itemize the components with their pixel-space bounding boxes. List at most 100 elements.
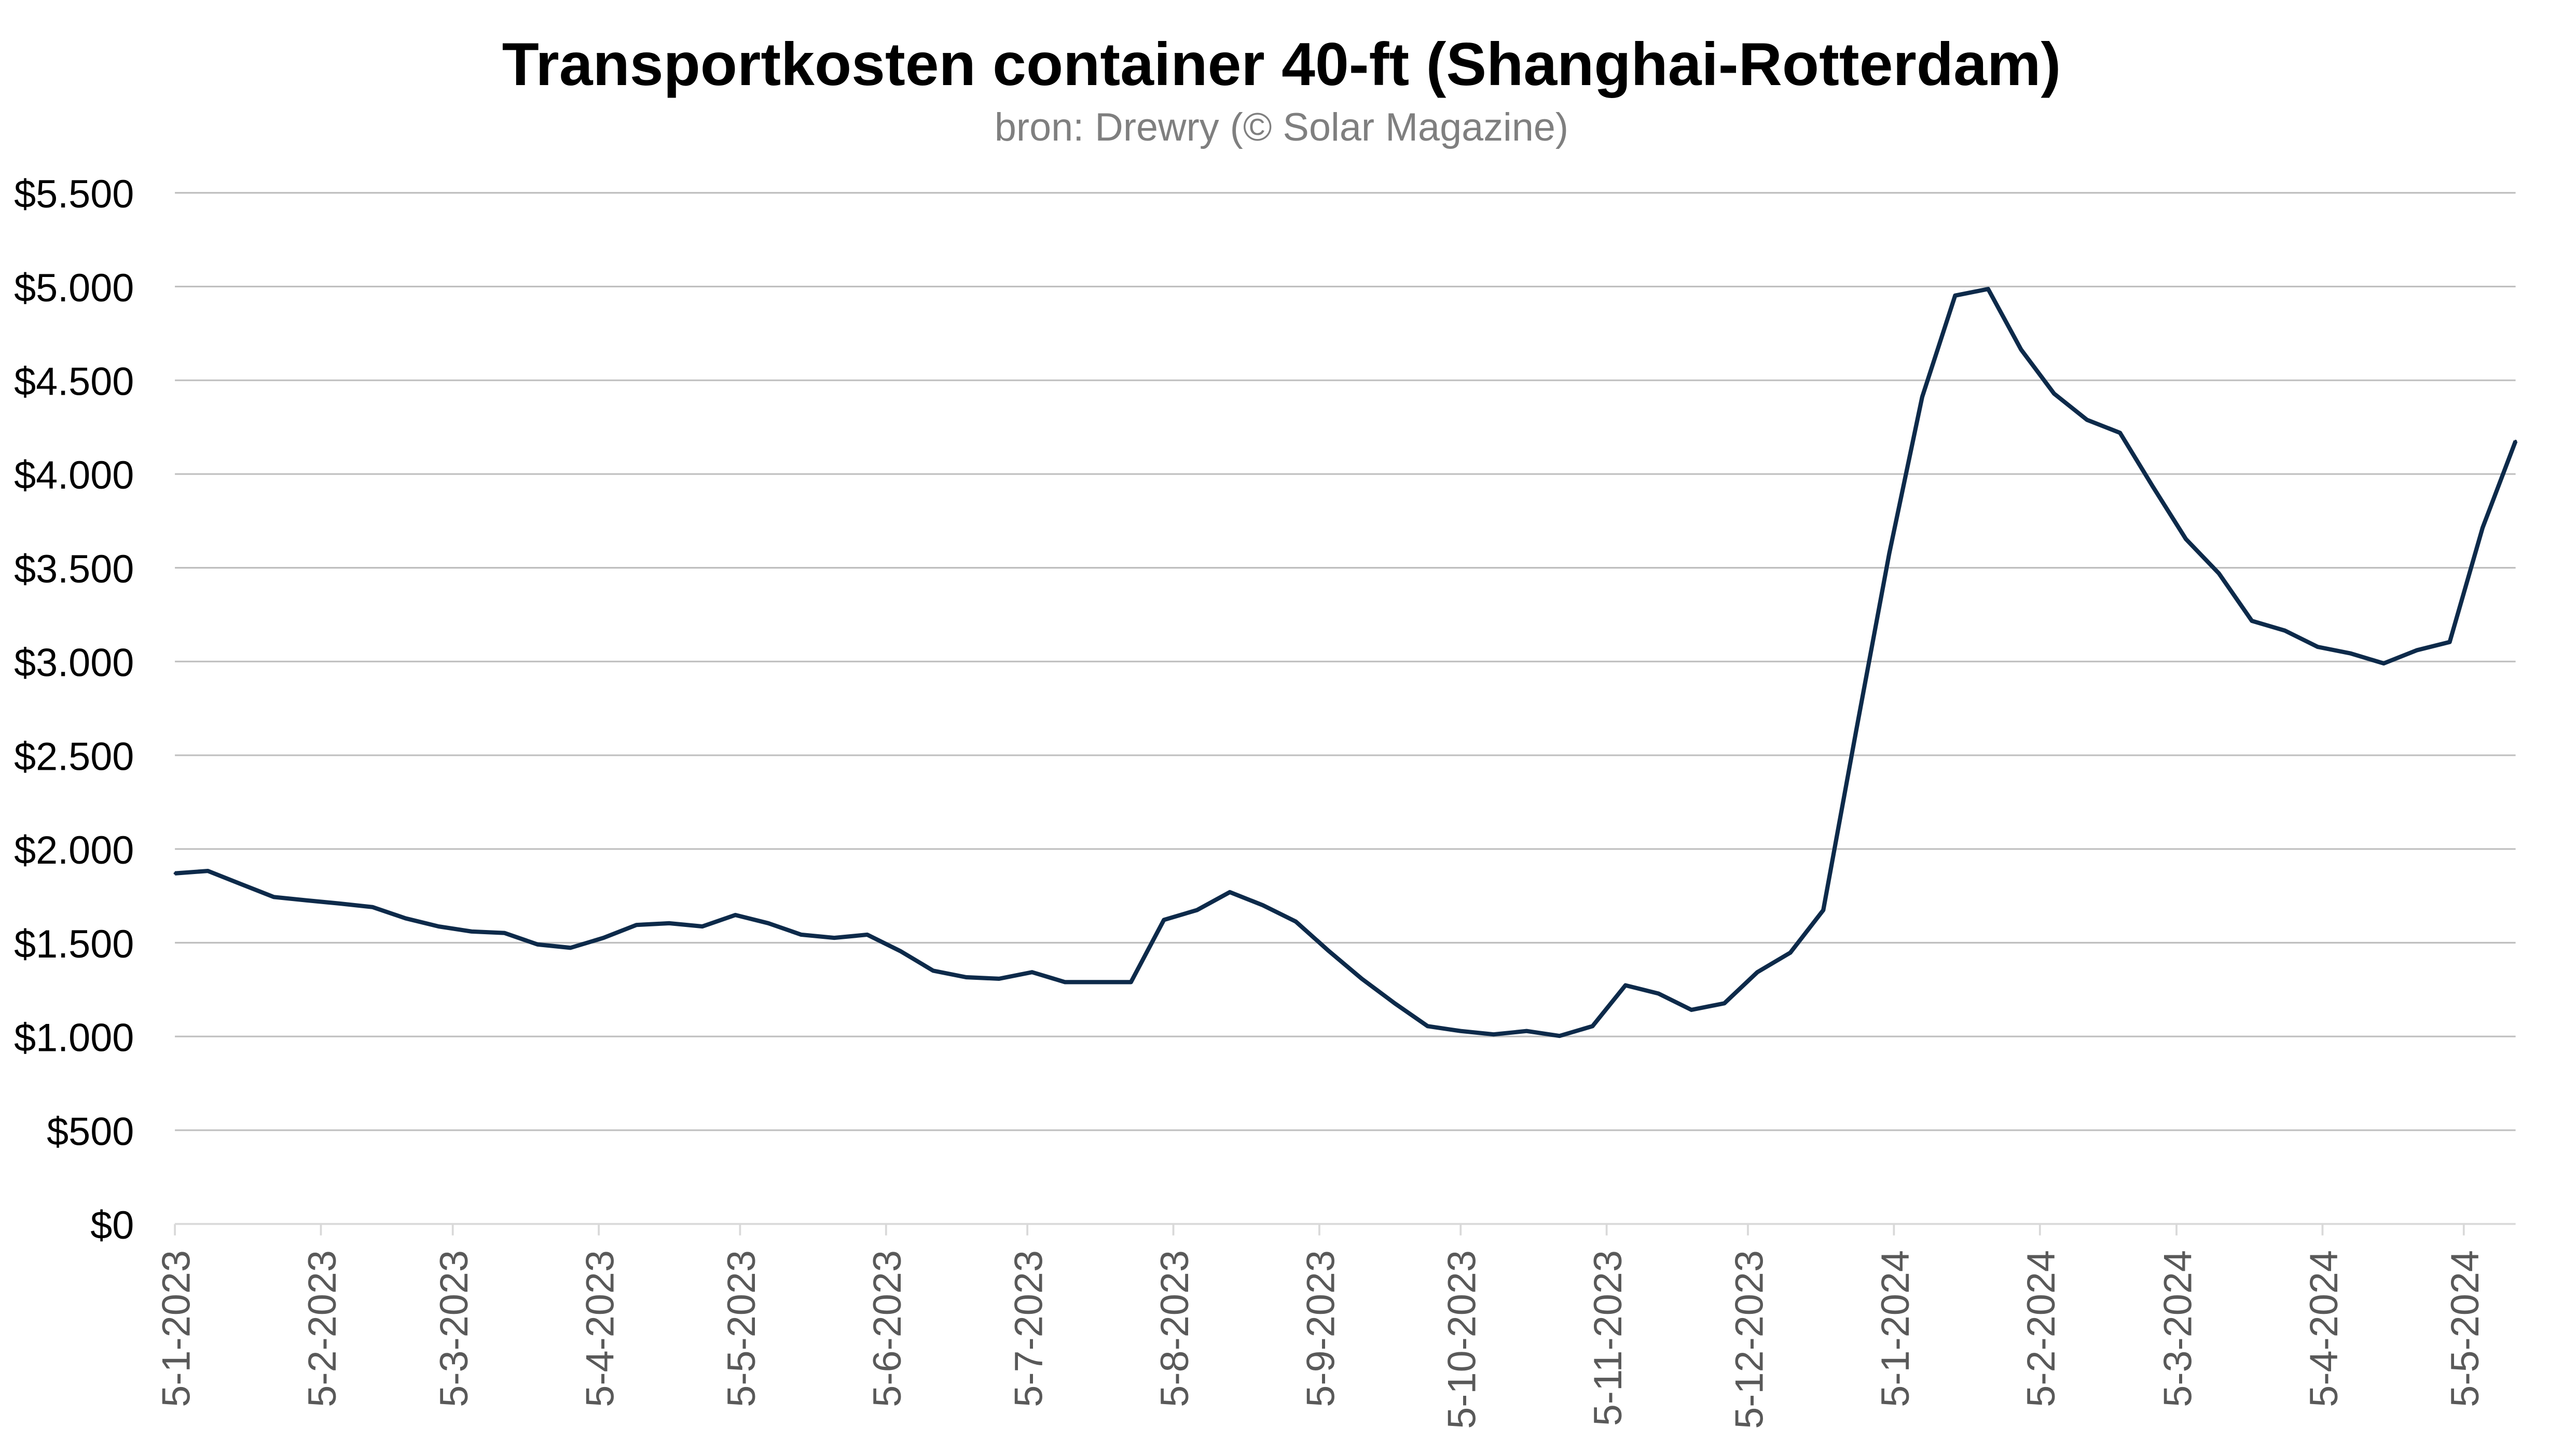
data-point: [668, 922, 671, 925]
y-tick-label: $2.500: [14, 735, 134, 779]
data-point: [1064, 980, 1067, 983]
series: [173, 287, 2518, 1038]
y-axis: $0 $500 $1.000 $1.500 $2.000 $2.500 $3.000 $3.5…: [14, 173, 134, 1247]
data-point: [437, 925, 440, 928]
data-point: [932, 969, 935, 972]
data-point: [404, 917, 407, 920]
chart-title: Transportkosten container 40-ft (Shangha…: [502, 30, 2061, 98]
data-point: [1228, 891, 1231, 894]
data-point: [1393, 1002, 1396, 1005]
data-point: [1360, 977, 1363, 980]
data-point: [1789, 951, 1792, 954]
data-point: [1657, 992, 1660, 995]
data-point: [2415, 649, 2418, 652]
x-tick-label: 5-2-2023: [301, 1250, 345, 1407]
data-point: [1953, 294, 1956, 297]
data-point: [1261, 904, 1264, 907]
y-tick-label: $5.000: [14, 267, 134, 310]
data-point: [2316, 645, 2319, 648]
x-tick-label: 5-5-2024: [2444, 1250, 2487, 1407]
x-tick-label: 5-10-2023: [1441, 1250, 1484, 1429]
data-point: [2052, 392, 2056, 395]
data-point: [833, 936, 836, 939]
x-tick-label: 5-3-2024: [2156, 1250, 2200, 1407]
data-point: [2514, 439, 2517, 442]
data-point: [305, 899, 308, 902]
data-point: [173, 872, 176, 875]
x-tick-label: 5-8-2023: [1153, 1250, 1197, 1407]
data-point: [800, 933, 803, 936]
data-point: [1195, 909, 1198, 912]
data-point: [1294, 920, 1298, 923]
data-point: [1723, 1002, 1726, 1005]
data-point: [1492, 1033, 1495, 1036]
data-point: [536, 943, 539, 946]
data-point: [899, 949, 902, 952]
data-point: [338, 902, 341, 905]
data-point: [2118, 431, 2121, 434]
series-line: [174, 287, 2518, 1038]
data-point: [1030, 970, 1034, 974]
x-tick-label: 5-12-2023: [1728, 1250, 1771, 1429]
data-point: [1756, 970, 1759, 974]
data-point: [569, 946, 572, 949]
data-point: [1887, 552, 1891, 556]
data-point: [1426, 1024, 1429, 1028]
y-tick-label: $0: [90, 1204, 134, 1247]
x-tick-label: 5-2-2024: [2020, 1250, 2063, 1407]
data-point: [2086, 418, 2089, 421]
data-point: [1558, 1034, 1561, 1037]
data-point: [2184, 537, 2187, 540]
data-point: [1525, 1030, 1528, 1033]
x-tick-label: 5-11-2023: [1587, 1250, 1630, 1426]
data-point: [470, 930, 473, 933]
y-tick-label: $4.500: [14, 360, 134, 404]
x-tick-label: 5-5-2023: [720, 1250, 764, 1407]
data-point: [1162, 918, 1165, 921]
x-tick-label: 5-1-2024: [1874, 1250, 1918, 1407]
data-point: [701, 925, 704, 928]
data-point: [371, 906, 374, 909]
y-tick-label: $2.000: [14, 829, 134, 872]
data-point: [734, 913, 737, 917]
data-point: [635, 923, 638, 926]
x-tick-label: 5-3-2023: [433, 1250, 476, 1407]
data-point: [2382, 662, 2385, 665]
data-point: [2152, 485, 2155, 488]
data-point: [998, 977, 1001, 980]
data-point: [2283, 629, 2286, 632]
data-point: [1096, 980, 1099, 983]
data-point: [1855, 729, 1858, 732]
data-point: [2349, 652, 2352, 655]
data-point: [2448, 641, 2451, 644]
y-tick-label: $5.500: [14, 173, 134, 216]
chart-subtitle: bron: Drewry (© Solar Magazine): [995, 106, 1568, 149]
y-tick-label: $3.000: [14, 642, 134, 685]
data-point: [1327, 949, 1330, 952]
data-point: [1591, 1024, 1594, 1028]
data-point: [865, 933, 869, 936]
data-point: [272, 895, 275, 898]
y-tick-label: $1.500: [14, 923, 134, 966]
data-point: [503, 932, 506, 935]
data-point: [964, 976, 968, 979]
data-point: [767, 922, 770, 925]
data-point: [1690, 1008, 1693, 1011]
data-point: [1624, 984, 1627, 987]
gridlines: [175, 192, 2516, 1225]
data-point: [1921, 395, 1924, 398]
data-point: [1459, 1030, 1462, 1033]
data-point: [2019, 348, 2023, 351]
x-tick-label: 5-1-2023: [155, 1250, 198, 1407]
x-axis: 5-1-2023 5-2-2023 5-3-2023 5-4-2023 5-5-2023…: [155, 1224, 2487, 1429]
data-point: [206, 869, 210, 872]
y-tick-label: $1.000: [14, 1017, 134, 1060]
x-tick-label: 5-9-2023: [1299, 1250, 1343, 1407]
y-tick-label: $500: [47, 1110, 134, 1154]
data-point: [1822, 909, 1825, 912]
y-tick-label: $3.500: [14, 548, 134, 591]
y-tick-label: $4.000: [14, 454, 134, 497]
data-point: [1987, 287, 1990, 290]
x-tick-label: 5-4-2023: [578, 1250, 622, 1407]
